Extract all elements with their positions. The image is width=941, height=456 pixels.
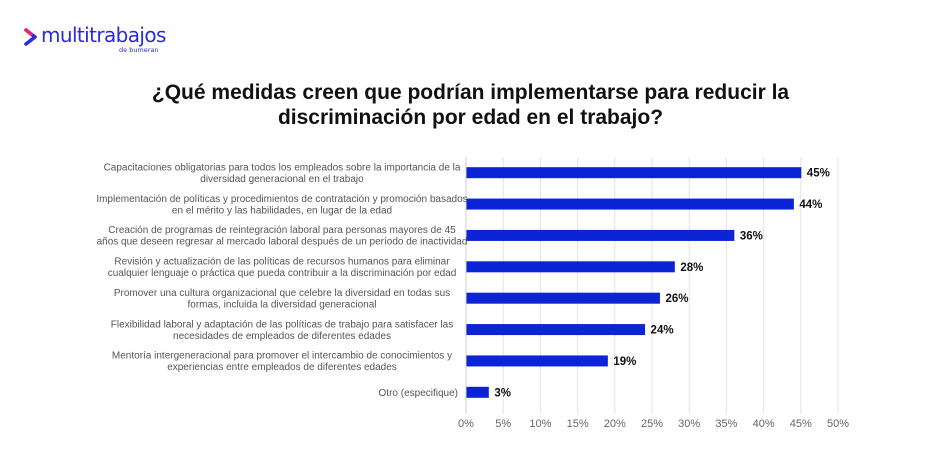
grid-lines [465,157,839,414]
chart-title-line-1: ¿Qué medidas creen que podrían implement… [151,81,790,104]
x-tick-label: 0% [458,418,474,430]
bar [466,198,794,210]
category-label: Promover una cultura organizacional que … [114,288,450,311]
multitrabajos-logo: multitrabajos de bumeran [24,23,194,58]
value-label: 28% [680,262,703,274]
x-tick-label: 50% [827,418,849,430]
category-label: Capacitaciones obligatorias para todos l… [104,162,461,185]
bar [466,386,489,398]
category-label: Creación de programas de reintegración l… [97,225,468,248]
category-label: Flexibilidad laboral y adaptación de las… [111,319,453,342]
brand-name: multitrabajos [41,23,166,47]
chart-title: ¿Qué medidas creen que podrían implement… [60,80,881,130]
value-label: 44% [799,199,822,211]
x-tick-label: 20% [604,418,626,430]
value-label: 19% [613,356,636,368]
chart-title-line-2: discriminación por edad en el trabajo? [277,106,664,129]
value-label: 3% [494,387,511,399]
x-tick-label: 25% [641,418,663,430]
value-label: 36% [740,230,763,242]
x-tick-label: 5% [495,418,511,430]
category-label: Revisión y actualización de las política… [108,257,457,280]
x-tick-label: 35% [715,418,737,430]
category-labels: Capacitaciones obligatorias para todos l… [96,162,467,398]
category-label: Otro (especifique) [379,388,458,399]
bar [466,261,675,273]
value-labels: 45% 44% 36% 28% 26% 24% 19% 3% [494,168,830,400]
value-label: 26% [665,293,688,305]
category-label: Mentoría intergeneracional para promover… [112,351,452,374]
x-tick-labels: 0% 5% 10% 15% 20% 25% 30% 35% 40% 45% 50% [458,418,849,430]
bar [466,355,608,367]
x-tick-label: 40% [753,418,775,430]
x-tick-label: 30% [678,418,700,430]
x-tick-label: 10% [529,418,551,430]
category-label: Implementación de políticas y procedimie… [96,194,467,217]
value-label: 24% [651,325,674,337]
chevron-logo-icon [24,28,37,46]
x-tick-label: 45% [790,418,812,430]
bar [466,229,735,241]
bars [466,167,802,398]
bar [466,324,646,336]
bar [466,292,660,304]
bar [466,167,802,179]
value-label: 45% [807,168,830,180]
brand-tagline: de bumeran [119,46,159,54]
x-tick-label: 15% [567,418,589,430]
